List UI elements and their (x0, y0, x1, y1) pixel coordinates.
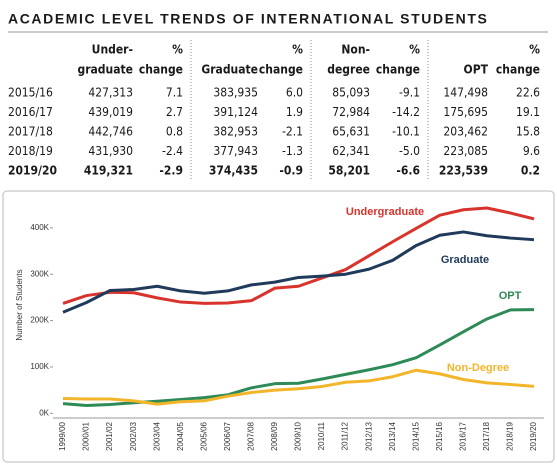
cell: -2.4 (162, 144, 183, 158)
cell: 62,341 (332, 144, 370, 158)
cell: 9.6 (523, 144, 540, 158)
x-tick-label: 2001/02 (105, 421, 114, 450)
cell: 431,930 (88, 144, 133, 158)
cell: 442,746 (88, 125, 133, 139)
column-header: change (376, 63, 420, 77)
cell: 427,313 (88, 86, 133, 100)
y-axis-label: Number of Students (15, 269, 24, 340)
x-tick-label: 2007/08 (247, 421, 256, 450)
row-label: 2016/17 (8, 105, 53, 119)
cell: 147,498 (443, 86, 488, 100)
series-label: OPT (499, 290, 522, 302)
column-header: change (259, 63, 303, 77)
column-header: Graduate (201, 63, 258, 77)
cell: -10.1 (392, 125, 420, 139)
x-tick-label: 2019/20 (529, 421, 538, 450)
x-tick-label: 2018/19 (506, 421, 515, 450)
cell: 419,321 (84, 164, 133, 178)
cell: 1.9 (286, 105, 303, 119)
y-tick-label: 400K (30, 223, 49, 232)
cell: -2.1 (282, 125, 303, 139)
x-tick-label: 2011/12 (341, 421, 350, 450)
cell: 85,093 (332, 86, 370, 100)
table-title: ACADEMIC LEVEL TRENDS OF INTERNATIONAL S… (8, 11, 488, 27)
cell: 2.7 (166, 105, 183, 119)
column-header: change (496, 63, 540, 77)
cell: -2.9 (159, 164, 183, 178)
cell: 223,085 (443, 144, 488, 158)
x-tick-label: 2003/04 (152, 421, 161, 450)
x-tick-label: 2013/14 (388, 421, 397, 450)
y-tick-label: 100K (30, 362, 49, 371)
cell: 58,201 (328, 164, 370, 178)
cell: 391,124 (213, 105, 258, 119)
row-label: 2019/20 (8, 164, 57, 178)
cell: -1.3 (282, 144, 303, 158)
column-header: graduate (77, 63, 133, 77)
cell: 223,539 (439, 164, 488, 178)
y-tick-label: 200K (30, 316, 49, 325)
cell: 377,943 (213, 144, 258, 158)
series-line (62, 206, 535, 305)
cell: 0.8 (166, 125, 183, 139)
y-tick-label: 0K (39, 408, 49, 417)
cell: 439,019 (88, 105, 133, 119)
x-tick-label: 2006/07 (223, 421, 232, 450)
column-header: change (139, 63, 183, 77)
cell: 383,935 (213, 86, 258, 100)
x-tick-label: 2010/11 (317, 421, 326, 450)
row-label: 2017/18 (8, 125, 53, 139)
x-tick-label: 2015/16 (435, 421, 444, 450)
chart-frame (2, 190, 555, 463)
cell: 382,953 (213, 125, 258, 139)
series-label: Undergraduate (346, 206, 424, 218)
cell: 203,462 (443, 125, 488, 139)
column-header: Under- (92, 43, 133, 57)
series-label: Non-Degree (447, 362, 509, 374)
column-header: degree (327, 63, 370, 77)
x-tick-label: 2002/03 (129, 421, 138, 450)
x-tick-label: 2004/05 (176, 421, 185, 450)
column-header: % (292, 43, 303, 57)
series-line (62, 230, 535, 314)
column-header: % (529, 43, 540, 57)
x-tick-label: 2014/15 (411, 421, 420, 450)
cell: -5.0 (399, 144, 420, 158)
x-tick-label: 2016/17 (458, 421, 467, 450)
column-header: OPT (464, 63, 489, 77)
row-label: 2015/16 (8, 86, 53, 100)
x-tick-label: 2005/06 (199, 421, 208, 450)
x-tick-label: 2000/01 (82, 421, 91, 450)
cell: 19.1 (516, 105, 540, 119)
column-header: % (409, 43, 420, 57)
x-tick-label: 2008/09 (270, 421, 279, 450)
y-tick-label: 300K (30, 269, 49, 278)
cell: -0.9 (279, 164, 303, 178)
cell: 6.0 (286, 86, 303, 100)
x-tick-label: 2009/10 (294, 421, 303, 450)
row-label: 2018/19 (8, 144, 53, 158)
x-tick-label: 2012/13 (364, 421, 373, 450)
cell: -6.6 (396, 164, 420, 178)
series-line (62, 368, 535, 406)
cell: 15.8 (516, 125, 540, 139)
cell: 175,695 (443, 105, 488, 119)
cell: 7.1 (166, 86, 183, 100)
series-label: Graduate (441, 254, 489, 266)
column-header: % (172, 43, 183, 57)
cell: 65,631 (332, 125, 370, 139)
cell: 0.2 (521, 164, 540, 178)
cell: 374,435 (209, 164, 258, 178)
cell: -9.1 (399, 86, 420, 100)
x-tick-label: 1999/00 (58, 421, 67, 450)
cell: -14.2 (392, 105, 420, 119)
cell: 22.6 (516, 86, 540, 100)
cell: 72,984 (332, 105, 370, 119)
x-tick-label: 2017/18 (482, 421, 491, 450)
series-line (62, 308, 535, 407)
column-header: Non- (341, 43, 370, 57)
